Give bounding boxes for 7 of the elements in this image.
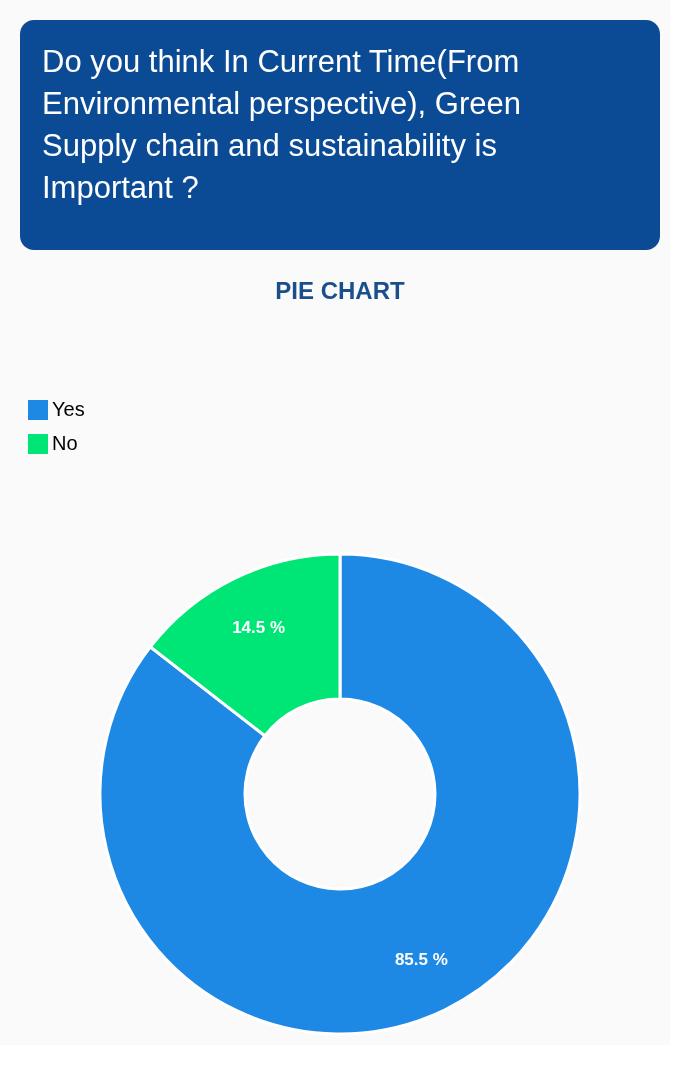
data-label: 14.5 % xyxy=(232,617,286,637)
donut-slice xyxy=(98,552,582,1036)
legend-label: No xyxy=(52,432,78,454)
chart-title: Do you think In Current Time(From Environmental perspective), Green Supply chain and sustainability is Important ? xyxy=(42,44,522,205)
legend-label: Yes xyxy=(52,398,85,420)
chart-subtitle: PIE CHART xyxy=(275,277,406,304)
data-label: 85.5 % xyxy=(394,950,448,970)
